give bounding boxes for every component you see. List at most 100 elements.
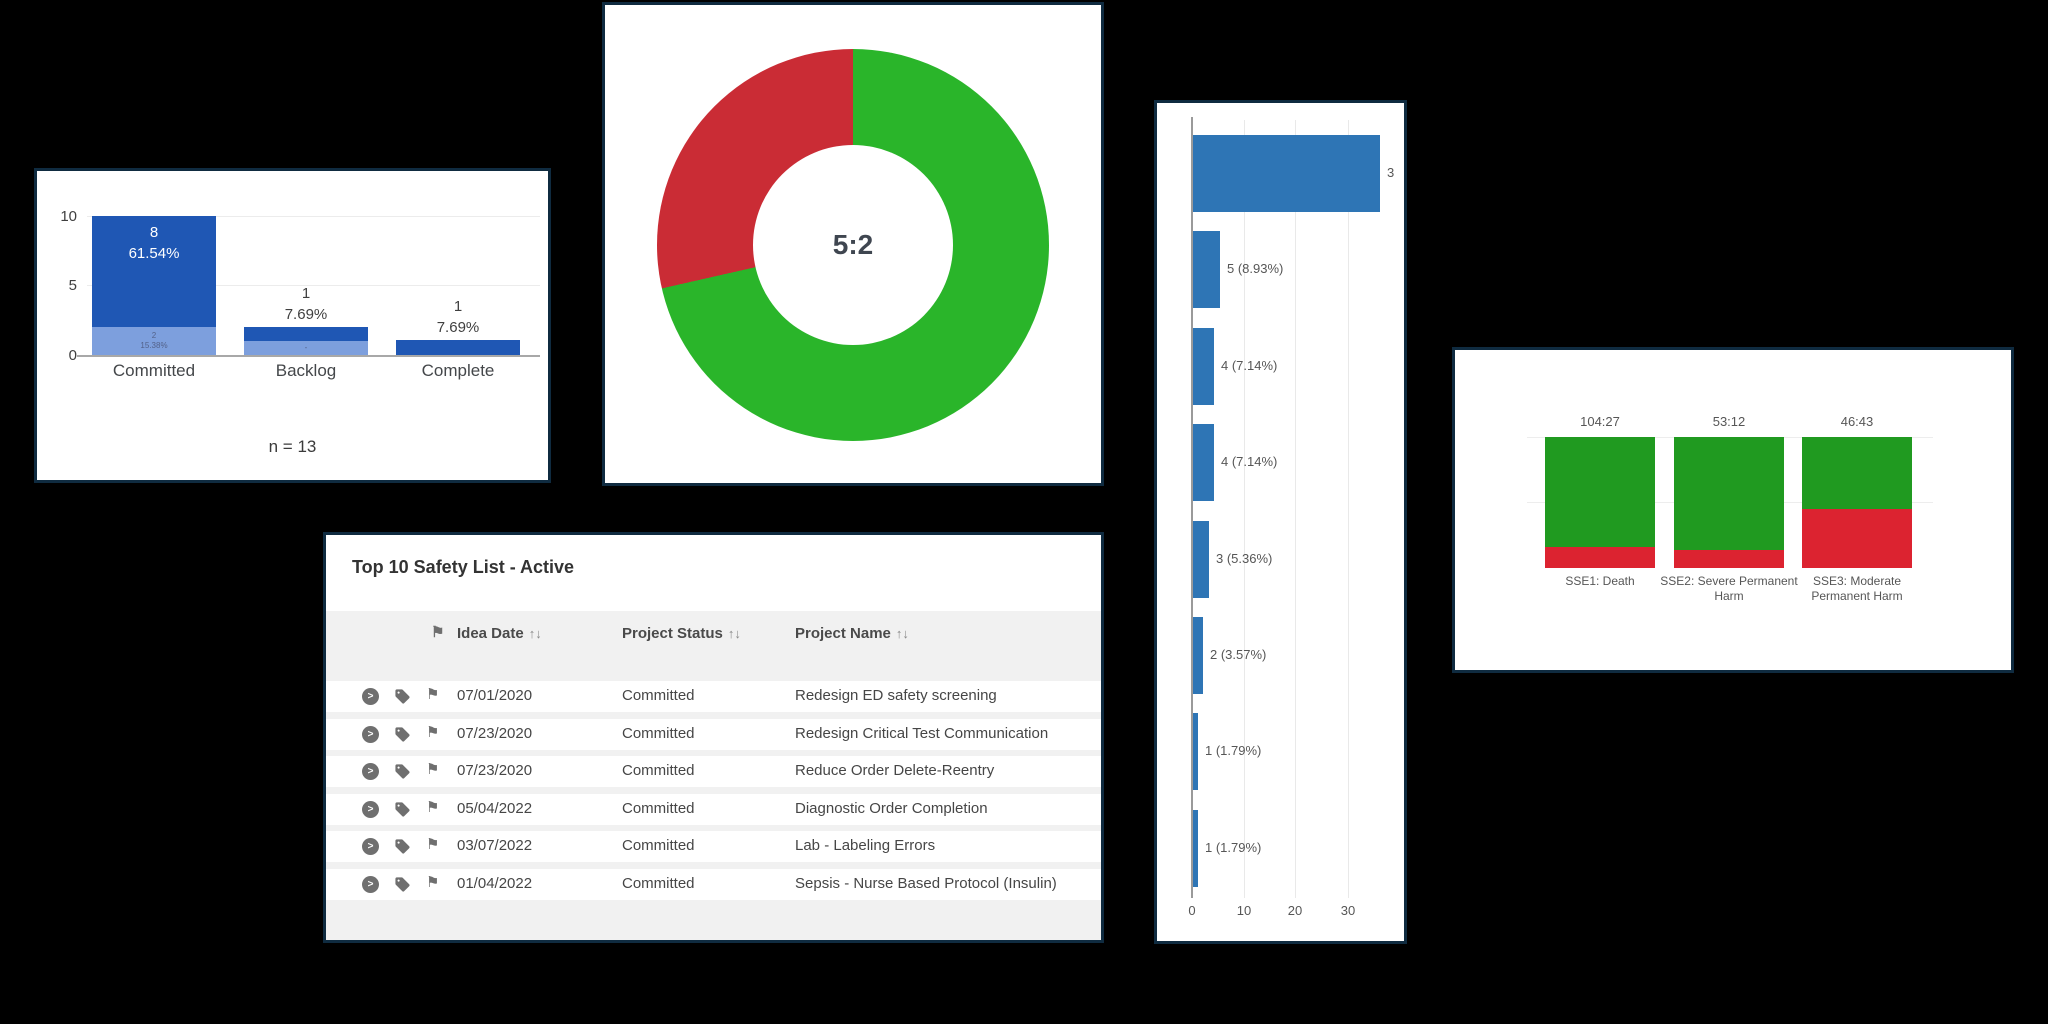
flag-icon[interactable]: ⚑ [426, 686, 440, 703]
red-segment[interactable] [1545, 547, 1655, 568]
x-tick: 30 [1340, 903, 1356, 918]
column-header-project-status[interactable]: Project Status ↑↓ [622, 625, 741, 642]
x-axis-line [77, 355, 540, 357]
column-total-label: 46:43 [1840, 414, 1874, 429]
flag-icon[interactable]: ⚑ [426, 724, 440, 741]
x-tick: 20 [1287, 903, 1303, 918]
category-label: Backlog [275, 361, 337, 380]
tag-icon[interactable] [394, 763, 411, 780]
cell-project-status: Committed [622, 762, 695, 779]
bar-value-label: 2 15.38% [140, 331, 168, 350]
status-bar-chart-panel: 10 5 0 8 61.54% 2 15.38% 1 7.69% - [34, 168, 551, 483]
hbar-label: 1 (1.79%) [1205, 743, 1262, 758]
flag-icon[interactable]: ⚑ [426, 836, 440, 853]
flag-icon[interactable]: ⚑ [426, 874, 440, 891]
bar-label-backlog: 1 7.69% [284, 285, 328, 323]
tag-icon[interactable] [394, 726, 411, 743]
hbar-5[interactable] [1193, 521, 1209, 598]
sample-size-note: n = 13 [268, 437, 317, 456]
green-segment[interactable] [1802, 437, 1912, 509]
expand-chevron-icon[interactable]: > [362, 838, 379, 855]
category-label: Complete [421, 361, 495, 380]
column-category-label: SSE3: Moderate Permanent Harm [1811, 574, 1903, 603]
bar-value-label: - [304, 343, 308, 352]
hbar-label: 4 (7.14%) [1221, 454, 1278, 469]
pareto-hbar-panel: 3 5 (8.93%) 4 (7.14%) 4 (7.14%) 3 (5.36%… [1154, 100, 1407, 944]
hbar-7[interactable] [1193, 713, 1198, 790]
gridline-10 [1244, 120, 1245, 898]
red-segment[interactable] [1674, 550, 1784, 568]
donut-center-label: 5:2 [832, 229, 874, 260]
gridline-30 [1348, 120, 1349, 898]
y-tick: 5 [68, 277, 77, 294]
sort-icon[interactable]: ↑↓ [895, 626, 909, 641]
column-category-label: SSE1: Death [1565, 574, 1635, 588]
bar-committed-secondary[interactable]: 2 15.38% [92, 327, 216, 355]
expand-chevron-icon[interactable]: > [362, 726, 379, 743]
hbar-label: 1 (1.79%) [1205, 840, 1262, 855]
expand-chevron-icon[interactable]: > [362, 876, 379, 893]
bar-complete-primary[interactable] [396, 340, 520, 355]
table-title: Top 10 Safety List - Active [352, 557, 575, 577]
hbar-2[interactable] [1193, 231, 1220, 308]
table-row[interactable]: > ⚑ 07/23/2020 Committed Reduce Order De… [326, 756, 1101, 787]
gridline-20 [1295, 120, 1296, 898]
hbar-label: 4 (7.14%) [1221, 358, 1278, 373]
column-sse1[interactable] [1545, 437, 1655, 568]
hbar-1[interactable] [1193, 135, 1380, 212]
column-sse2[interactable] [1674, 437, 1784, 568]
table-row[interactable]: > ⚑ 07/23/2020 Committed Redesign Critic… [326, 719, 1101, 750]
column-sse3[interactable] [1802, 437, 1912, 568]
tag-icon[interactable] [394, 688, 411, 705]
table-row[interactable]: > ⚑ 03/07/2022 Committed Lab - Labeling … [326, 831, 1101, 862]
hbar-3[interactable] [1193, 328, 1214, 405]
column-header-idea-date[interactable]: Idea Date ↑↓ [457, 625, 542, 642]
red-segment[interactable] [1802, 509, 1912, 568]
gridline-5 [87, 285, 540, 286]
cell-idea-date: 07/01/2020 [457, 687, 533, 704]
tag-icon[interactable] [394, 801, 411, 818]
flag-icon[interactable]: ⚑ [426, 761, 440, 778]
cell-idea-date: 07/23/2020 [457, 725, 533, 742]
hbar-6[interactable] [1193, 617, 1203, 694]
cell-project-name: Reduce Order Delete-Reentry [795, 762, 995, 779]
hbar-8[interactable] [1193, 810, 1198, 887]
cell-project-status: Committed [622, 875, 695, 892]
bar-backlog-primary[interactable] [244, 327, 368, 341]
y-axis-line [1191, 117, 1193, 898]
table-row[interactable]: > ⚑ 01/04/2022 Committed Sepsis - Nurse … [326, 869, 1101, 900]
bar-committed-primary[interactable]: 8 61.54% [92, 216, 216, 327]
y-tick: 10 [60, 208, 77, 225]
tag-icon[interactable] [394, 838, 411, 855]
gridline-10 [87, 216, 540, 217]
table-row[interactable]: > ⚑ 07/01/2020 Committed Redesign ED saf… [326, 681, 1101, 712]
cell-project-status: Committed [622, 687, 695, 704]
green-segment[interactable] [1545, 437, 1655, 547]
bar-backlog-secondary[interactable]: - [244, 341, 368, 355]
sort-icon[interactable]: ↑↓ [727, 626, 741, 641]
expand-chevron-icon[interactable]: > [362, 801, 379, 818]
cell-idea-date: 01/04/2022 [457, 875, 533, 892]
column-header-project-name[interactable]: Project Name ↑↓ [795, 625, 909, 642]
expand-chevron-icon[interactable]: > [362, 763, 379, 780]
cell-project-status: Committed [622, 837, 695, 854]
y-tick: 0 [68, 347, 77, 364]
expand-chevron-icon[interactable]: > [362, 688, 379, 705]
hbar-4[interactable] [1193, 424, 1214, 501]
safety-list-table-panel: Top 10 Safety List - Active ⚑ Idea Date ↑… [323, 532, 1104, 943]
sse-stacked-column-panel: 104:27 53:12 46:43 SSE1: Death SSE2: Sev… [1452, 347, 2014, 673]
table-header-row: ⚑ Idea Date ↑↓ Project Status ↑↓ Project N… [326, 624, 1101, 647]
cell-project-status: Committed [622, 725, 695, 742]
flag-icon[interactable]: ⚑ [426, 799, 440, 816]
hbar-label: 3 [1387, 165, 1395, 180]
cell-project-name: Sepsis - Nurse Based Protocol (Insulin) [795, 875, 1057, 892]
cell-project-name: Redesign ED safety screening [795, 687, 997, 704]
donut-ring[interactable]: 5:2 [657, 49, 1049, 441]
sort-icon[interactable]: ↑↓ [528, 626, 542, 641]
tag-icon[interactable] [394, 876, 411, 893]
green-segment[interactable] [1674, 437, 1784, 550]
table-row[interactable]: > ⚑ 05/04/2022 Committed Diagnostic Orde… [326, 794, 1101, 825]
hbar-label: 2 (3.57%) [1210, 647, 1267, 662]
cell-project-name: Lab - Labeling Errors [795, 837, 936, 854]
